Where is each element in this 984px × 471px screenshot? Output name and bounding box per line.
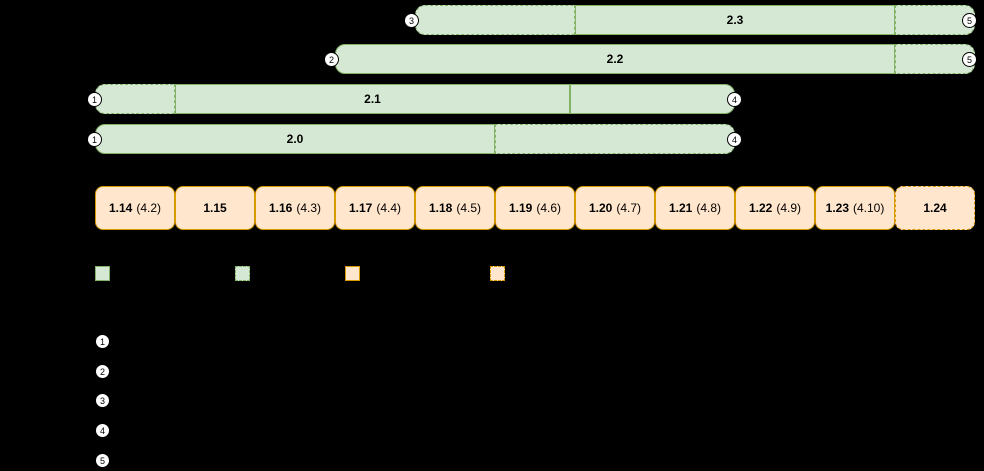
version-number: 1.18: [428, 201, 453, 215]
release-bar-segment: 2.3: [575, 5, 895, 35]
release-version-label: 2.1: [364, 92, 381, 106]
version-number: 1.15: [203, 201, 227, 215]
release-bar-segment: [415, 5, 575, 35]
legend-swatch-orange-solid: [345, 266, 360, 281]
version-box: 1.21 (4.8): [655, 186, 735, 230]
footnote-marker: 1: [95, 334, 110, 349]
release-bar-segment: 2.2: [335, 44, 895, 74]
version-box: 1.20 (4.7): [575, 186, 655, 230]
version-suffix: (4.7): [616, 201, 642, 215]
footnote-marker: 4: [95, 423, 110, 438]
footnote-marker: 2: [95, 364, 110, 379]
version-box: 1.14 (4.2): [95, 186, 175, 230]
version-suffix: (4.10): [853, 201, 885, 215]
version-box: 1.17 (4.4): [335, 186, 415, 230]
legend-swatch-green-solid: [95, 266, 110, 281]
version-number: 1.19: [508, 201, 533, 215]
legend-swatch-orange-dashed: [490, 266, 505, 281]
numbered-circle-marker: 4: [727, 132, 742, 147]
release-version-label: 2.0: [286, 132, 304, 146]
release-version-label: 2.2: [606, 52, 624, 66]
numbered-circle-marker: 5: [962, 52, 977, 67]
version-number: 1.21: [668, 201, 693, 215]
version-number: 1.14: [108, 201, 133, 215]
version-number: 1.23: [825, 201, 849, 215]
version-suffix: (4.8): [696, 201, 722, 215]
version-number: 1.20: [588, 201, 613, 215]
version-box: 1.23 (4.10): [815, 186, 895, 230]
release-version-label: 2.3: [726, 13, 744, 27]
version-number: 1.22: [748, 201, 773, 215]
version-number: 1.16: [268, 201, 293, 215]
legend-swatch-green-dashed: [235, 266, 250, 281]
release-bar-segment: [895, 5, 975, 35]
version-suffix: (4.3): [296, 201, 322, 215]
release-bar-segment: [895, 44, 975, 74]
version-suffix: (4.2): [136, 201, 162, 215]
numbered-circle-marker: 4: [727, 92, 742, 107]
numbered-circle-marker: 3: [404, 13, 419, 28]
version-number: 1.17: [348, 201, 373, 215]
version-box: 1.24: [895, 186, 975, 230]
footnote-marker: 5: [95, 453, 110, 468]
version-number: 1.24: [923, 201, 947, 215]
version-box: 1.15: [175, 186, 255, 230]
numbered-circle-marker: 1: [87, 92, 102, 107]
version-box: 1.16 (4.3): [255, 186, 335, 230]
release-bar-segment: [570, 84, 735, 114]
release-bar-segment: [95, 84, 175, 114]
release-bar-segment: 2.0: [95, 124, 495, 154]
numbered-circle-marker: 1: [87, 132, 102, 147]
version-box: 1.22 (4.9): [735, 186, 815, 230]
version-box: 1.18 (4.5): [415, 186, 495, 230]
version-suffix: (4.4): [376, 201, 402, 215]
version-suffix: (4.5): [456, 201, 482, 215]
numbered-circle-marker: 5: [962, 13, 977, 28]
version-suffix: (4.9): [776, 201, 802, 215]
footnote-marker: 3: [95, 393, 110, 408]
version-suffix: (4.6): [536, 201, 562, 215]
release-bar-segment: [495, 124, 735, 154]
numbered-circle-marker: 2: [324, 52, 339, 67]
version-box: 1.19 (4.6): [495, 186, 575, 230]
release-bar-segment: 2.1: [175, 84, 570, 114]
